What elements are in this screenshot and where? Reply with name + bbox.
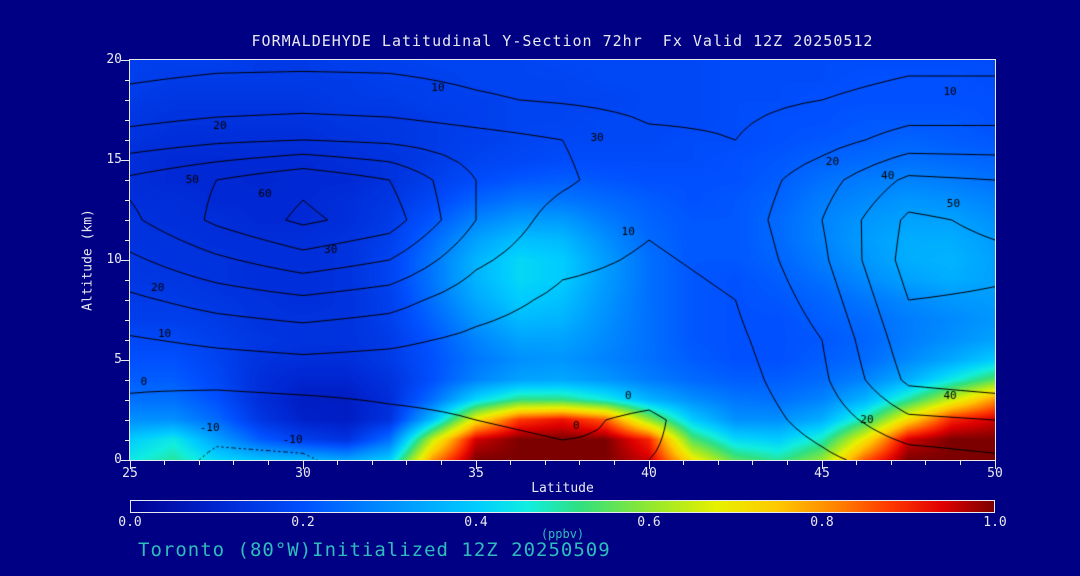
x-tick — [129, 461, 131, 469]
y-tick — [121, 359, 129, 361]
y-tick — [125, 439, 129, 441]
x-tick — [475, 461, 477, 469]
x-tick — [821, 461, 823, 469]
y-tick — [125, 319, 129, 321]
y-tick — [125, 119, 129, 121]
y-tick — [121, 259, 129, 261]
x-tick-label: 30 — [295, 466, 311, 481]
y-tick — [125, 199, 129, 201]
y-tick — [125, 179, 129, 181]
y-tick — [125, 379, 129, 381]
y-tick — [125, 139, 129, 141]
x-tick — [164, 461, 166, 465]
x-tick — [752, 461, 754, 465]
colorbar-tick-label: 0.6 — [637, 515, 661, 530]
chart-title: FORMALDEHYDE Latitudinal Y-Section 72hr … — [251, 32, 874, 50]
colorbar-tick-label: 0.8 — [810, 515, 834, 530]
colorbar-tick-label: 0.4 — [464, 515, 488, 530]
x-tick — [579, 461, 581, 465]
x-tick — [648, 461, 650, 469]
colorbar-tick-label: 1.0 — [983, 515, 1007, 530]
x-tick — [890, 461, 892, 465]
colorbar-tick-label: 0.0 — [118, 515, 142, 530]
plot-frame — [129, 59, 996, 461]
x-tick — [337, 461, 339, 465]
x-tick — [994, 461, 996, 469]
y-tick — [125, 339, 129, 341]
x-tick — [510, 461, 512, 465]
x-tick-label: 45 — [814, 466, 830, 481]
x-tick — [233, 461, 235, 465]
y-tick — [121, 459, 129, 461]
y-tick-label: 0 — [114, 452, 122, 467]
y-tick-label: 10 — [106, 252, 122, 267]
x-tick — [440, 461, 442, 465]
x-tick — [683, 461, 685, 465]
y-tick — [125, 239, 129, 241]
x-tick — [198, 461, 200, 465]
x-tick — [267, 461, 269, 465]
x-tick-label: 40 — [641, 466, 657, 481]
y-tick — [125, 279, 129, 281]
y-tick — [121, 159, 129, 161]
x-tick — [959, 461, 961, 465]
x-tick-label: 35 — [468, 466, 484, 481]
y-tick-label: 5 — [114, 352, 122, 367]
y-axis-label: Altitude (km) — [80, 209, 96, 311]
x-tick — [544, 461, 546, 465]
y-tick — [125, 79, 129, 81]
y-tick — [125, 399, 129, 401]
x-tick — [786, 461, 788, 465]
colorbar-units-label: (ppbv) — [540, 527, 585, 541]
y-tick-label: 20 — [106, 52, 122, 67]
heatmap-contour-canvas — [130, 60, 995, 460]
x-tick-label: 50 — [987, 466, 1003, 481]
x-tick — [302, 461, 304, 469]
x-tick — [717, 461, 719, 465]
x-tick — [613, 461, 615, 465]
y-tick — [125, 99, 129, 101]
x-tick-label: 25 — [122, 466, 138, 481]
y-tick — [121, 59, 129, 61]
x-tick — [856, 461, 858, 465]
colorbar — [130, 500, 995, 513]
x-tick — [925, 461, 927, 465]
y-tick-label: 15 — [106, 152, 122, 167]
y-tick — [125, 419, 129, 421]
y-tick — [125, 219, 129, 221]
x-axis-label: Latitude — [531, 481, 594, 496]
x-tick — [371, 461, 373, 465]
colorbar-tick-label: 0.2 — [291, 515, 315, 530]
initialization-caption: Toronto (80°W)Initialized 12Z 20250509 — [138, 539, 611, 561]
y-tick — [125, 299, 129, 301]
x-tick — [406, 461, 408, 465]
